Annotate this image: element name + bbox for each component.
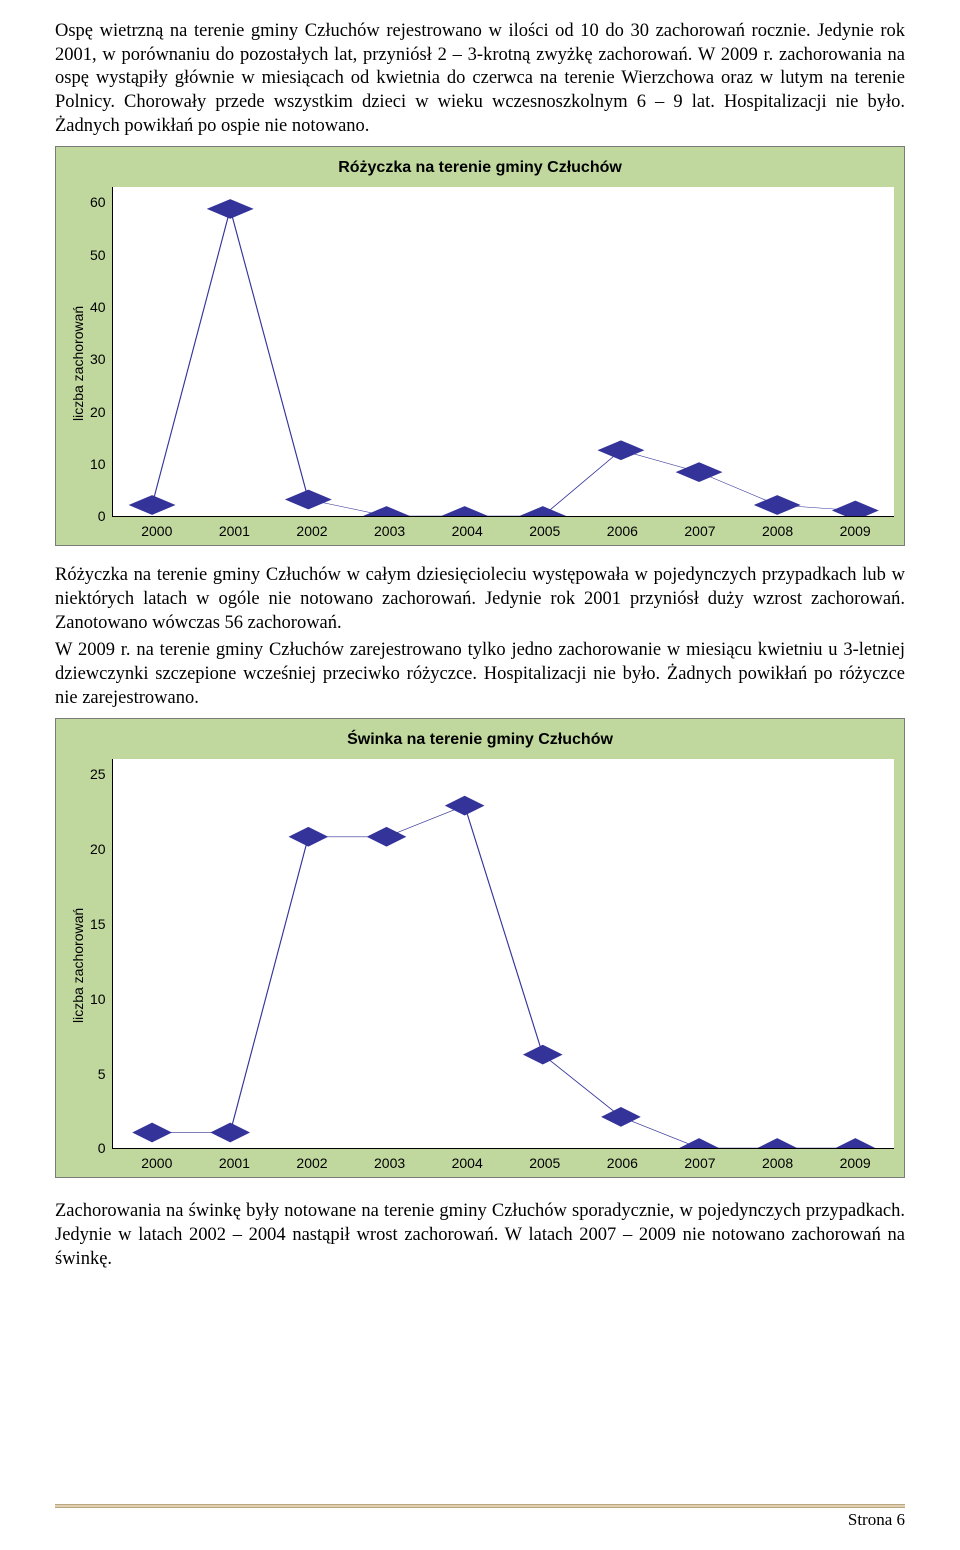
x-tick: 2003 — [351, 523, 429, 539]
paragraph-rozyczka-1: Różyczka na terenie gminy Człuchów w cał… — [55, 564, 905, 635]
x-tick: 2005 — [506, 523, 584, 539]
x-tick: 2006 — [584, 1155, 662, 1171]
chart-title: Różyczka na terenie gminy Człuchów — [66, 159, 894, 177]
y-tick: 5 — [90, 1066, 106, 1082]
y-axis-label: liczba zachorowań — [66, 187, 90, 539]
x-tick: 2009 — [816, 523, 894, 539]
y-tick: 0 — [90, 1140, 106, 1156]
x-tick: 2005 — [506, 1155, 584, 1171]
x-tick: 2003 — [351, 1155, 429, 1171]
x-tick: 2004 — [428, 523, 506, 539]
x-tick: 2006 — [584, 523, 662, 539]
y-tick: 20 — [90, 841, 106, 857]
x-tick: 2008 — [739, 523, 817, 539]
x-tick: 2002 — [273, 523, 351, 539]
y-tick: 25 — [90, 766, 106, 782]
chart-rozyczka: Różyczka na terenie gminy Człuchów liczb… — [55, 146, 905, 546]
y-tick: 50 — [90, 247, 106, 263]
x-tick: 2007 — [661, 1155, 739, 1171]
y-axis-ticks: 2520151050 — [90, 759, 112, 1149]
plot-area — [112, 759, 894, 1149]
y-tick: 15 — [90, 916, 106, 932]
x-tick: 2000 — [118, 1155, 196, 1171]
paragraph-rozyczka-2: W 2009 r. na terenie gminy Człuchów zare… — [55, 639, 905, 710]
paragraph-ospa: Ospę wietrzną na terenie gminy Człuchów … — [55, 20, 905, 138]
y-axis-ticks: 6050403020100 — [90, 187, 112, 517]
y-tick: 0 — [90, 508, 106, 524]
chart-swinka: Świnka na terenie gminy Człuchów liczba … — [55, 718, 905, 1178]
chart-title: Świnka na terenie gminy Człuchów — [66, 731, 894, 749]
x-tick: 2008 — [739, 1155, 817, 1171]
plot-area — [112, 187, 894, 517]
x-tick: 2004 — [428, 1155, 506, 1171]
y-tick: 30 — [90, 351, 106, 367]
y-tick: 10 — [90, 991, 106, 1007]
x-tick: 2000 — [118, 523, 196, 539]
y-tick: 10 — [90, 456, 106, 472]
y-tick: 60 — [90, 194, 106, 210]
page-footer: Strona 6 — [55, 1504, 905, 1530]
footer-divider — [55, 1504, 905, 1508]
y-axis-label: liczba zachorowań — [66, 759, 90, 1171]
x-tick: 2001 — [196, 1155, 274, 1171]
x-tick: 2009 — [816, 1155, 894, 1171]
y-tick: 20 — [90, 404, 106, 420]
x-tick: 2001 — [196, 523, 274, 539]
x-tick: 2007 — [661, 523, 739, 539]
page-number: Strona 6 — [55, 1510, 905, 1530]
y-tick: 40 — [90, 299, 106, 315]
x-axis-ticks: 2000200120022003200420052006200720082009 — [90, 523, 894, 539]
x-tick: 2002 — [273, 1155, 351, 1171]
x-axis-ticks: 2000200120022003200420052006200720082009 — [90, 1155, 894, 1171]
paragraph-swinka: Zachorowania na świnkę były notowane na … — [55, 1200, 905, 1271]
